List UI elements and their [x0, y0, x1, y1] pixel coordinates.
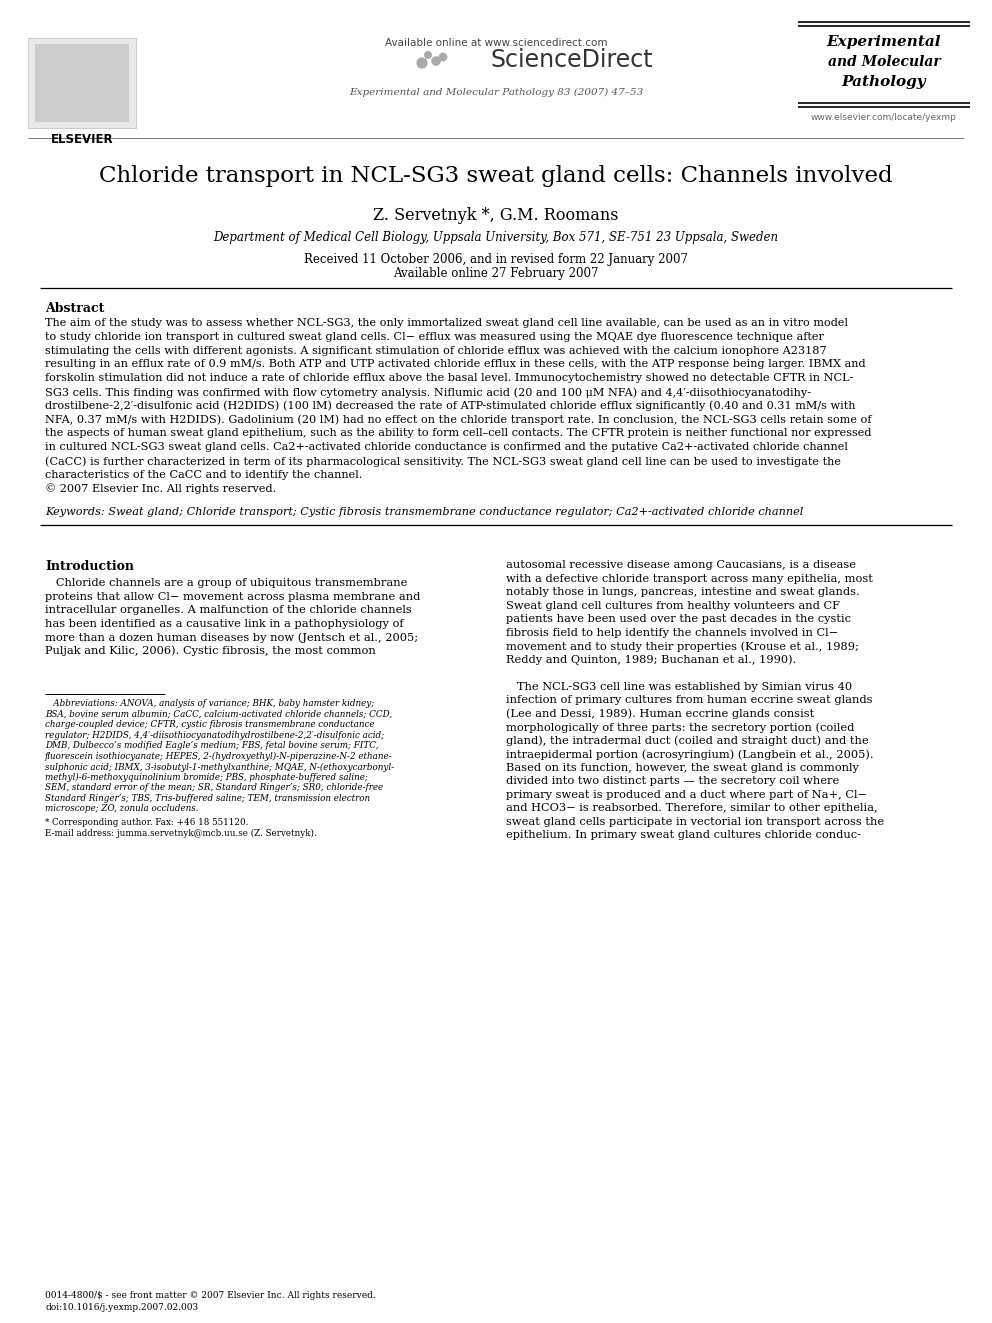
Text: primary sweat is produced and a duct where part of Na+, Cl−: primary sweat is produced and a duct whe… [506, 790, 867, 800]
Text: Abstract: Abstract [45, 302, 104, 315]
Text: doi:10.1016/j.yexmp.2007.02.003: doi:10.1016/j.yexmp.2007.02.003 [45, 1303, 198, 1312]
Text: divided into two distinct parts — the secretory coil where: divided into two distinct parts — the se… [506, 777, 839, 786]
Circle shape [432, 56, 440, 66]
Text: notably those in lungs, pancreas, intestine and sweat glands.: notably those in lungs, pancreas, intest… [506, 587, 860, 598]
Text: charge-coupled device; CFTR, cystic fibrosis transmembrane conductance: charge-coupled device; CFTR, cystic fibr… [45, 721, 375, 729]
Text: Puljak and Kilic, 2006). Cystic fibrosis, the most common: Puljak and Kilic, 2006). Cystic fibrosis… [45, 646, 376, 656]
Text: methyl)-6-methoxyquinolinium bromide; PBS, phosphate-buffered saline;: methyl)-6-methoxyquinolinium bromide; PB… [45, 773, 368, 782]
Text: Chloride channels are a group of ubiquitous transmembrane: Chloride channels are a group of ubiquit… [45, 578, 408, 589]
Text: (Lee and Dessi, 1989). Human eccrine glands consist: (Lee and Dessi, 1989). Human eccrine gla… [506, 709, 814, 720]
Text: Available online at www.sciencedirect.com: Available online at www.sciencedirect.co… [385, 38, 607, 48]
Text: sulphonic acid; IBMX, 3-isobutyl-1-methylxanthine; MQAE, N-(ethoxycarbonyl-: sulphonic acid; IBMX, 3-isobutyl-1-methy… [45, 762, 394, 771]
Text: microscope; ZO, zonula occludens.: microscope; ZO, zonula occludens. [45, 804, 198, 814]
Text: ScienceDirect: ScienceDirect [490, 48, 653, 71]
Text: E-mail address: jumma.servetnyk@mcb.uu.se (Z. Servetnyk).: E-mail address: jumma.servetnyk@mcb.uu.s… [45, 828, 316, 837]
Text: infection of primary cultures from human eccrine sweat glands: infection of primary cultures from human… [506, 696, 873, 705]
Text: Reddy and Quinton, 1989; Buchanan et al., 1990).: Reddy and Quinton, 1989; Buchanan et al.… [506, 655, 797, 665]
Text: * Corresponding author. Fax: +46 18 551120.: * Corresponding author. Fax: +46 18 5511… [45, 818, 248, 827]
Text: and Molecular: and Molecular [827, 56, 940, 69]
Text: © 2007 Elsevier Inc. All rights reserved.: © 2007 Elsevier Inc. All rights reserved… [45, 484, 276, 495]
Text: BSA, bovine serum albumin; CaCC, calcium-activated chloride channels; CCD,: BSA, bovine serum albumin; CaCC, calcium… [45, 710, 392, 718]
Text: Pathology: Pathology [841, 75, 927, 89]
Circle shape [424, 52, 432, 60]
Text: fluorescein isothiocyanate; HEPES, 2-(hydroxyethyl)-N-piperazine-N-2 ethane-: fluorescein isothiocyanate; HEPES, 2-(hy… [45, 751, 393, 761]
Text: SEM, standard error of the mean; SR, Standard Ringer’s; SR0, chloride-free: SEM, standard error of the mean; SR, Sta… [45, 783, 383, 792]
Text: Standard Ringer’s; TBS, Tris-buffered saline; TEM, transmission electron: Standard Ringer’s; TBS, Tris-buffered sa… [45, 794, 370, 803]
Text: ELSEVIER: ELSEVIER [51, 134, 113, 146]
Text: gland), the intradermal duct (coiled and straight duct) and the: gland), the intradermal duct (coiled and… [506, 736, 869, 746]
Text: www.elsevier.com/locate/yexmp: www.elsevier.com/locate/yexmp [811, 112, 957, 122]
Text: Based on its function, however, the sweat gland is commonly: Based on its function, however, the swea… [506, 763, 859, 773]
Text: movement and to study their properties (Krouse et al., 1989;: movement and to study their properties (… [506, 642, 859, 652]
Text: forskolin stimulation did not induce a rate of chloride efflux above the basal l: forskolin stimulation did not induce a r… [45, 373, 853, 384]
Text: Keywords: Sweat gland; Chloride transport; Cystic fibrosis transmembrane conduct: Keywords: Sweat gland; Chloride transpor… [45, 508, 804, 517]
Text: characteristics of the CaCC and to identify the channel.: characteristics of the CaCC and to ident… [45, 470, 362, 480]
Text: Department of Medical Cell Biology, Uppsala University, Box 571, SE-751 23 Uppsa: Department of Medical Cell Biology, Upps… [213, 232, 779, 243]
Text: NFA, 0.37 mM/s with H2DIDS). Gadolinium (20 lM) had no effect on the chloride tr: NFA, 0.37 mM/s with H2DIDS). Gadolinium … [45, 414, 872, 425]
Text: (CaCC) is further characterized in term of its pharmacological sensitivity. The : (CaCC) is further characterized in term … [45, 456, 841, 467]
Text: has been identified as a causative link in a pathophysiology of: has been identified as a causative link … [45, 619, 404, 628]
Text: proteins that allow Cl− movement across plasma membrane and: proteins that allow Cl− movement across … [45, 591, 421, 602]
Circle shape [417, 57, 428, 69]
Text: The aim of the study was to assess whether NCL-SG3, the only immortalized sweat : The aim of the study was to assess wheth… [45, 318, 848, 328]
Text: regulator; H2DIDS, 4,4′-diisothiocyanatodihydrostilbene-2,2′-disulfonic acid;: regulator; H2DIDS, 4,4′-diisothiocyanato… [45, 730, 384, 740]
Text: intraepidermal portion (acrosyringium) (Langbein et al., 2005).: intraepidermal portion (acrosyringium) (… [506, 749, 874, 759]
Text: Introduction: Introduction [45, 561, 134, 573]
Text: the aspects of human sweat gland epithelium, such as the ability to form cell–ce: the aspects of human sweat gland epithel… [45, 429, 872, 438]
Text: stimulating the cells with different agonists. A significant stimulation of chlo: stimulating the cells with different ago… [45, 345, 826, 356]
Text: DMB, Dulbecco’s modified Eagle’s medium; FBS, fetal bovine serum; FITC,: DMB, Dulbecco’s modified Eagle’s medium;… [45, 741, 379, 750]
Text: more than a dozen human diseases by now (Jentsch et al., 2005;: more than a dozen human diseases by now … [45, 632, 418, 643]
Text: Experimental: Experimental [826, 34, 941, 49]
Text: Abbreviations: ANOVA, analysis of variance; BHK, baby hamster kidney;: Abbreviations: ANOVA, analysis of varian… [45, 700, 374, 708]
Text: Sweat gland cell cultures from healthy volunteers and CF: Sweat gland cell cultures from healthy v… [506, 601, 840, 611]
Circle shape [438, 53, 447, 61]
Text: with a defective chloride transport across many epithelia, most: with a defective chloride transport acro… [506, 574, 873, 583]
Text: fibrosis field to help identify the channels involved in Cl−: fibrosis field to help identify the chan… [506, 628, 838, 638]
Text: sweat gland cells participate in vectorial ion transport across the: sweat gland cells participate in vectori… [506, 816, 884, 827]
Text: in cultured NCL-SG3 sweat gland cells. Ca2+-activated chloride conductance is co: in cultured NCL-SG3 sweat gland cells. C… [45, 442, 848, 452]
Text: resulting in an efflux rate of 0.9 mM/s. Both ATP and UTP activated chloride eff: resulting in an efflux rate of 0.9 mM/s.… [45, 360, 866, 369]
Text: 0014-4800/$ - see front matter © 2007 Elsevier Inc. All rights reserved.: 0014-4800/$ - see front matter © 2007 El… [45, 1291, 376, 1301]
Text: autosomal recessive disease among Caucasians, is a disease: autosomal recessive disease among Caucas… [506, 561, 856, 570]
Text: Z. Servetnyk *, G.M. Roomans: Z. Servetnyk *, G.M. Roomans [373, 206, 619, 224]
Text: and HCO3− is reabsorbed. Therefore, similar to other epithelia,: and HCO3− is reabsorbed. Therefore, simi… [506, 803, 878, 814]
Bar [28, 38, 136, 128]
Text: The NCL-SG3 cell line was established by Simian virus 40: The NCL-SG3 cell line was established by… [506, 681, 852, 692]
Text: drostilbene-2,2′-disulfonic acid (H2DIDS) (100 lM) decreased the rate of ATP-sti: drostilbene-2,2′-disulfonic acid (H2DIDS… [45, 401, 855, 411]
Text: SG3 cells. This finding was confirmed with flow cytometry analysis. Niflumic aci: SG3 cells. This finding was confirmed wi… [45, 388, 811, 398]
Text: to study chloride ion transport in cultured sweat gland cells. Cl− efflux was me: to study chloride ion transport in cultu… [45, 332, 824, 341]
Text: Experimental and Molecular Pathology 83 (2007) 47–53: Experimental and Molecular Pathology 83 … [349, 89, 643, 97]
Text: Available online 27 February 2007: Available online 27 February 2007 [393, 267, 599, 280]
Text: Received 11 October 2006, and in revised form 22 January 2007: Received 11 October 2006, and in revised… [304, 253, 688, 266]
Text: morphologically of three parts: the secretory portion (coiled: morphologically of three parts: the secr… [506, 722, 854, 733]
Text: intracellular organelles. A malfunction of the chloride channels: intracellular organelles. A malfunction … [45, 606, 412, 615]
Text: Chloride transport in NCL-SG3 sweat gland cells: Channels involved: Chloride transport in NCL-SG3 sweat glan… [99, 165, 893, 187]
Text: epithelium. In primary sweat gland cultures chloride conduc-: epithelium. In primary sweat gland cultu… [506, 831, 861, 840]
Text: patients have been used over the past decades in the cystic: patients have been used over the past de… [506, 614, 851, 624]
Bar [35, 44, 129, 122]
